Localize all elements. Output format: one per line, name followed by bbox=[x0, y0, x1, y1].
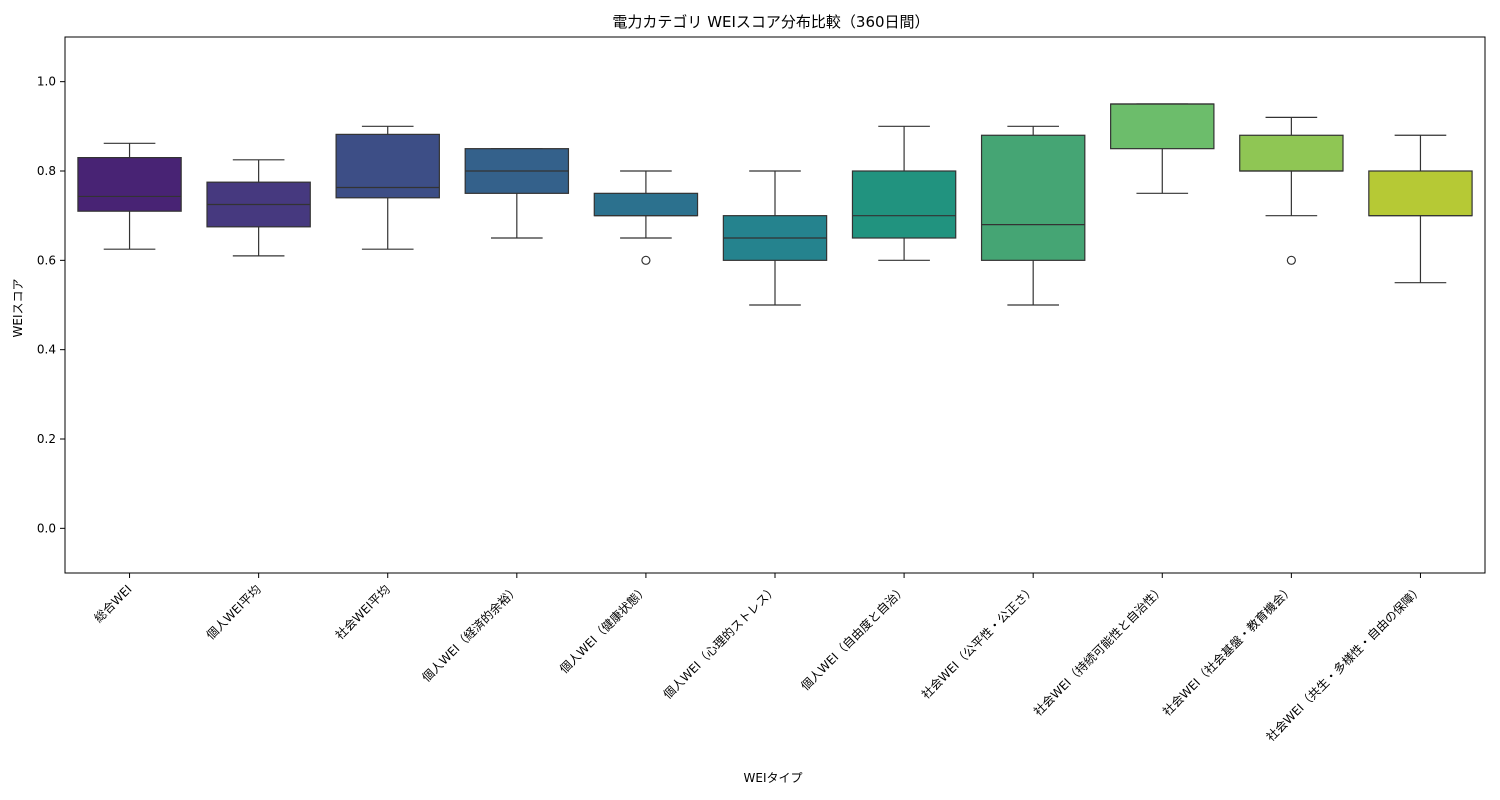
x-axis-label: WEIタイプ bbox=[744, 771, 803, 785]
x-tick-label: 個人WEI（心理的ストレス） bbox=[660, 582, 780, 702]
x-tick-label: 個人WEI（自由度と自治） bbox=[797, 582, 909, 694]
box-iqr bbox=[851, 170, 957, 239]
plot-frame bbox=[64, 36, 1486, 574]
box-iqr bbox=[77, 157, 182, 212]
box-iqr bbox=[335, 133, 440, 199]
x-axis: 総合WEI 個人WEI平均 社会WEI平均 個人WEI（経済的余裕） 個人WEI（健康状… bbox=[91, 573, 1426, 744]
chart-title: 電力カテゴリ WEIスコア分布比較（360日間） bbox=[612, 13, 929, 31]
y-tick-label: 0.2 bbox=[37, 432, 56, 446]
x-tick-label: 総合WEI bbox=[91, 582, 135, 626]
box-7 bbox=[851, 125, 957, 261]
box-8 bbox=[980, 125, 1086, 306]
box-4 bbox=[464, 148, 570, 239]
box-10 bbox=[1239, 116, 1344, 265]
box-iqr bbox=[593, 192, 699, 217]
y-axis-label: WEIスコア bbox=[11, 279, 25, 338]
box-iqr bbox=[1110, 103, 1215, 150]
x-tick-label: 個人WEI平均 bbox=[204, 582, 264, 642]
box-1 bbox=[77, 142, 182, 250]
y-tick-label: 0.6 bbox=[37, 253, 56, 267]
y-tick-label: 0.4 bbox=[37, 343, 56, 357]
y-tick-label: 1.0 bbox=[37, 75, 56, 89]
box-iqr bbox=[980, 134, 1086, 261]
box-iqr bbox=[1368, 170, 1473, 217]
box-9 bbox=[1110, 103, 1215, 194]
box-5 bbox=[593, 170, 699, 265]
box-series bbox=[77, 103, 1473, 306]
box-6 bbox=[722, 170, 828, 306]
x-tick-label: 社会WEI（持続可能性と自治性） bbox=[1030, 582, 1167, 719]
x-tick-label: 個人WEI（経済的余裕） bbox=[419, 582, 522, 685]
box-3 bbox=[335, 125, 440, 250]
x-tick-label: 社会WEI平均 bbox=[332, 582, 393, 643]
y-tick-label: 0.0 bbox=[37, 521, 56, 535]
box-11 bbox=[1368, 134, 1473, 284]
box-iqr bbox=[1239, 134, 1344, 172]
box-2 bbox=[206, 159, 311, 257]
y-tick-label: 0.8 bbox=[37, 164, 56, 178]
outlier-point bbox=[1286, 255, 1296, 265]
outlier-point bbox=[641, 255, 651, 265]
y-axis: 0.0 0.2 0.4 0.6 0.8 1.0 bbox=[37, 75, 65, 535]
x-tick-label: 社会WEI（共生・多様性・自由の保障） bbox=[1263, 582, 1426, 745]
x-tick-label: 個人WEI（健康状態） bbox=[556, 582, 651, 677]
x-tick-label: 社会WEI（社会基盤・教育機会） bbox=[1159, 582, 1296, 719]
x-tick-label: 社会WEI（公平性・公正さ） bbox=[918, 582, 1038, 702]
